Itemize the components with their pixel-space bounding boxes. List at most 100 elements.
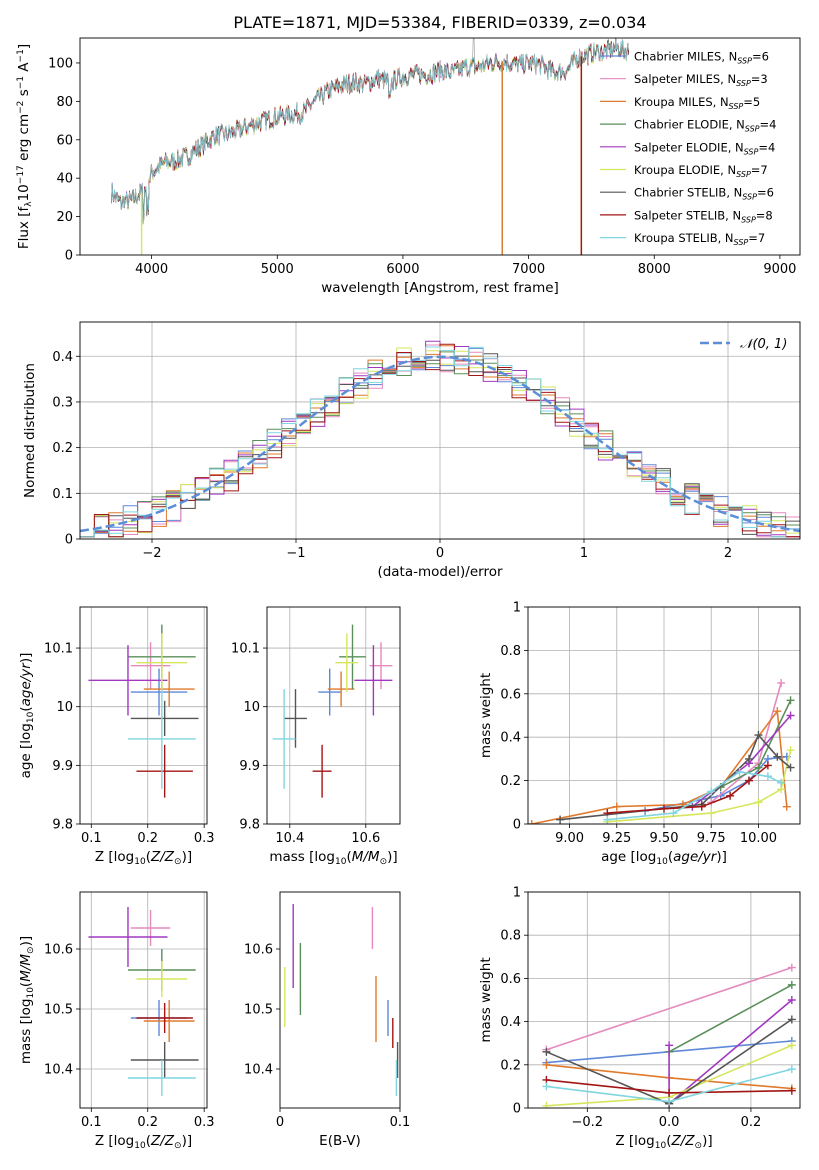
y-axis-label: Flux [fλ10−17 erg cm−2 s−1 A−1]	[16, 44, 34, 249]
weight-marker	[603, 815, 612, 824]
y-tick-label: 10	[243, 700, 260, 715]
y-tick-label: 9.9	[52, 759, 73, 774]
y-tick-label: 100	[48, 56, 73, 71]
weight-marker	[745, 754, 753, 763]
weight-line-chabrier-elodie	[668, 984, 793, 1053]
weight-marker	[787, 1086, 796, 1095]
x-axis-label: age [log10(age/yr)]	[601, 849, 727, 867]
y-axis-label: mass [log10(M/M⊙)]	[18, 936, 36, 1064]
x-tick-label: 0.2	[137, 1115, 158, 1130]
weight-line-salpeter-miles	[546, 966, 793, 1051]
y-tick-label: 10.6	[44, 943, 73, 958]
y-tick-label: 0.4	[500, 1015, 521, 1030]
weight-marker	[787, 1065, 796, 1074]
weight-marker	[763, 761, 772, 770]
y-tick-label: 0.8	[500, 644, 521, 659]
weight-marker	[754, 798, 763, 807]
spectrum-panel: 4000 5000 6000 7000 8000 9000 0 20 40 60 80 100 wave…	[16, 37, 801, 296]
y-tick-label: 0.4	[500, 731, 521, 746]
spectrum-line-data	[111, 38, 629, 225]
x-tick-label: 9.25	[602, 831, 631, 846]
x-tick-label: 6000	[386, 262, 419, 277]
y-axis-label: mass weight	[478, 673, 494, 758]
weight-marker	[787, 1015, 796, 1024]
x-tick-label: 0.1	[81, 831, 102, 846]
axes-frame	[527, 606, 801, 825]
histogram-step-kroupa-stelib	[80, 346, 800, 538]
y-tick-label: 0.2	[500, 1058, 521, 1073]
y-tick-label: 0.4	[52, 350, 73, 365]
y-axis-label: Normed distribution	[22, 363, 38, 498]
x-tick-label: −0.2	[572, 1115, 604, 1130]
weight-marker	[773, 707, 782, 716]
weight-marker	[754, 731, 763, 740]
x-tick-label: 4000	[135, 262, 168, 277]
y-tick-label: 10.5	[44, 1003, 73, 1018]
weight-marker	[612, 802, 621, 811]
legend-label: Chabrier STELIB, NSSP=6	[634, 186, 774, 202]
weight-marker	[777, 678, 786, 687]
plot-area	[528, 678, 795, 824]
x-tick-label: 0.1	[81, 1115, 102, 1130]
weight-marker	[542, 1101, 551, 1108]
weight-marker	[782, 802, 791, 811]
spectrum-line-kroupa-miles	[111, 38, 629, 225]
x-axis-label: Z [log10(Z/Z⊙)]	[95, 1133, 192, 1151]
age-vs-mass-panel: 10.4 10.6 9.8 9.9 10 10.1 mass [log10(M/M⊙)]	[231, 606, 401, 867]
y-tick-label: 10.6	[244, 943, 273, 958]
weight-marker	[707, 787, 716, 796]
figure-title: PLATE=1871, MJD=53384, FIBERID=0339, z=0…	[233, 13, 646, 32]
weight-marker	[665, 1097, 674, 1106]
y-tick-label: 0.2	[52, 441, 73, 456]
x-tick-label: 0.2	[741, 1115, 762, 1130]
x-tick-label: 0.0	[659, 1115, 680, 1130]
y-tick-label: 10.1	[44, 642, 73, 657]
plot-area	[80, 340, 800, 538]
weight-line-chabrier-stelib	[560, 733, 792, 821]
y-axis-label: mass weight	[478, 957, 494, 1042]
spectrum-line-salpeter-miles	[111, 39, 629, 223]
x-tick-label: 9000	[763, 262, 796, 277]
weight-marker	[660, 804, 668, 813]
mass-weight-vs-age-panel: 9.00 9.25 9.50 9.75 10.00 0 0.2 0.4 0.6 0.8 1 age […	[478, 601, 801, 867]
y-tick-label: 10.5	[244, 1003, 273, 1018]
weight-marker	[556, 815, 565, 824]
y-axis-label: age [log10(age/yr)]	[18, 653, 36, 779]
y-tick-label: 0.1	[52, 487, 73, 502]
x-tick-label: 8000	[638, 262, 671, 277]
spectrum-line-chabrier-stelib	[111, 38, 629, 221]
y-tick-label: 10.1	[231, 642, 260, 657]
y-tick-label: 40	[56, 172, 73, 187]
mass-weight-vs-metallicity-panel: −0.2 0.0 0.2 0 0.2 0.4 0.6 0.8 1 Z [log10(Z/Z⊙)] m…	[478, 886, 801, 1151]
weight-marker	[735, 767, 744, 776]
x-tick-label: 0	[276, 1115, 284, 1130]
mass-vs-extinction-panel: 0 0.1 10.4 10.5 10.6 E(B-V)	[244, 891, 410, 1149]
plot-area	[88, 624, 199, 798]
y-tick-label: 60	[56, 133, 73, 148]
x-tick-label: 9.00	[555, 831, 584, 846]
legend-label: Kroupa MILES, NSSP=5	[634, 95, 760, 111]
x-tick-label: −1	[286, 546, 305, 561]
weight-marker	[787, 1041, 796, 1050]
x-tick-label: 2	[724, 546, 732, 561]
spectrum-line-kroupa-stelib	[111, 39, 629, 225]
x-tick-label: 5000	[261, 262, 294, 277]
spectrum-line-salpeter-stelib	[111, 40, 629, 223]
legend-label: Salpeter ELODIE, NSSP=4	[634, 140, 775, 156]
y-tick-label: 0	[65, 533, 73, 548]
weight-marker	[665, 1041, 674, 1050]
plot-area	[88, 907, 199, 1096]
y-tick-label: 9.8	[52, 818, 73, 833]
y-tick-label: 0	[513, 818, 521, 833]
weight-marker	[707, 809, 716, 818]
spectrum-line-chabrier-miles	[111, 39, 629, 221]
plot-area	[284, 904, 399, 1096]
spectrum-line-salpeter-elodie	[111, 38, 629, 223]
plot-area	[272, 624, 393, 798]
x-tick-label: −2	[142, 546, 161, 561]
normal-reference-curve	[80, 355, 800, 533]
y-tick-label: 10.4	[44, 1063, 73, 1078]
y-tick-label: 10.4	[244, 1063, 273, 1078]
weight-marker	[542, 1082, 551, 1091]
weight-marker	[754, 763, 763, 772]
